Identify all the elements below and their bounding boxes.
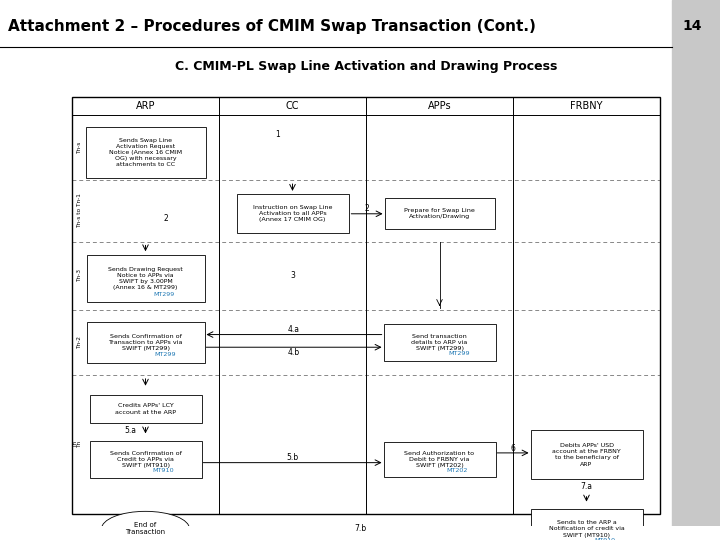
Text: 7.a: 7.a <box>580 483 593 491</box>
Text: Tn-s: Tn-s <box>77 141 82 154</box>
Text: Prepare for Swap Line
Activation/Drawing: Prepare for Swap Line Activation/Drawing <box>404 208 475 219</box>
Ellipse shape <box>102 511 189 540</box>
Text: 7.b: 7.b <box>354 524 366 534</box>
Text: FRBNY: FRBNY <box>570 101 603 111</box>
Bar <box>384 442 495 477</box>
Text: Instruction on Swap Line
Activation to all APPs
(Annex 17 CMIM OG): Instruction on Swap Line Activation to a… <box>253 205 332 222</box>
Bar <box>86 255 204 302</box>
Text: 5.b: 5.b <box>287 453 299 462</box>
Text: 14: 14 <box>683 19 702 33</box>
Text: 2: 2 <box>364 205 369 213</box>
Text: 1: 1 <box>275 130 280 139</box>
Bar <box>89 395 202 423</box>
Text: Sends Confirmation of
Credit to APPs via
SWIFT (MT910): Sends Confirmation of Credit to APPs via… <box>109 451 181 468</box>
Text: Tn-3: Tn-3 <box>77 269 82 282</box>
Text: Tn: Tn <box>73 441 78 448</box>
Bar <box>672 0 720 526</box>
Text: Sends to the ARP a
Notification of credit via
SWIFT (MT910): Sends to the ARP a Notification of credi… <box>549 520 624 538</box>
Text: Sends Confirmation of
Transaction to APPs via
SWIFT (MT299): Sends Confirmation of Transaction to APP… <box>108 334 183 351</box>
Bar <box>86 127 205 178</box>
Bar <box>89 441 202 478</box>
Text: Tn: Tn <box>77 441 82 448</box>
Text: MT910: MT910 <box>594 538 615 540</box>
Text: 4.b: 4.b <box>288 348 300 356</box>
Bar <box>72 97 660 514</box>
Text: APPs: APPs <box>428 101 451 111</box>
Text: Attachment 2 – Procedures of CMIM Swap Transaction (Cont.): Attachment 2 – Procedures of CMIM Swap T… <box>8 19 536 34</box>
Text: Debits APPs' USD
account at the FRBNY
to the beneficiary of
ARP: Debits APPs' USD account at the FRBNY to… <box>552 443 621 467</box>
Text: Credits APPs' LCY
account at the ARP: Credits APPs' LCY account at the ARP <box>115 403 176 415</box>
Text: Sends Swap Line
Activation Request
Notice (Annex 16 CMIM
OG) with necessary
atta: Sends Swap Line Activation Request Notic… <box>109 138 182 167</box>
Text: Send transaction
details to ARP via
SWIFT (MT299): Send transaction details to ARP via SWIF… <box>411 334 467 351</box>
Bar <box>531 509 642 540</box>
Text: Sends Drawing Request
Notice to APPs via
SWIFT by 3.00PM
(Annex 16 & MT299): Sends Drawing Request Notice to APPs via… <box>108 267 183 291</box>
Bar <box>384 198 495 230</box>
Bar <box>86 322 204 363</box>
Text: 5.a: 5.a <box>125 426 137 435</box>
Text: MT299: MT299 <box>449 350 470 355</box>
Text: End of
Transaction: End of Transaction <box>125 522 166 535</box>
Text: 4.a: 4.a <box>288 325 300 334</box>
Text: Tn-s to Tn-1: Tn-s to Tn-1 <box>77 193 82 228</box>
Text: MT910: MT910 <box>153 468 174 473</box>
Text: CC: CC <box>286 101 300 111</box>
Text: 3: 3 <box>290 271 295 280</box>
Text: 2: 2 <box>163 214 168 223</box>
Text: Tn-2: Tn-2 <box>77 336 82 349</box>
Text: C. CMIM-PL Swap Line Activation and Drawing Process: C. CMIM-PL Swap Line Activation and Draw… <box>175 60 557 73</box>
Text: ARP: ARP <box>136 101 156 111</box>
Bar <box>531 430 642 479</box>
Text: Send Authorization to
Debit to FRBNY via
SWIFT (MT202): Send Authorization to Debit to FRBNY via… <box>405 451 474 468</box>
Text: MT299: MT299 <box>153 292 174 296</box>
Text: MT202: MT202 <box>447 468 468 473</box>
Bar <box>384 324 495 361</box>
Bar <box>236 194 348 233</box>
Text: MT299: MT299 <box>155 352 176 356</box>
Text: 6: 6 <box>510 443 516 453</box>
